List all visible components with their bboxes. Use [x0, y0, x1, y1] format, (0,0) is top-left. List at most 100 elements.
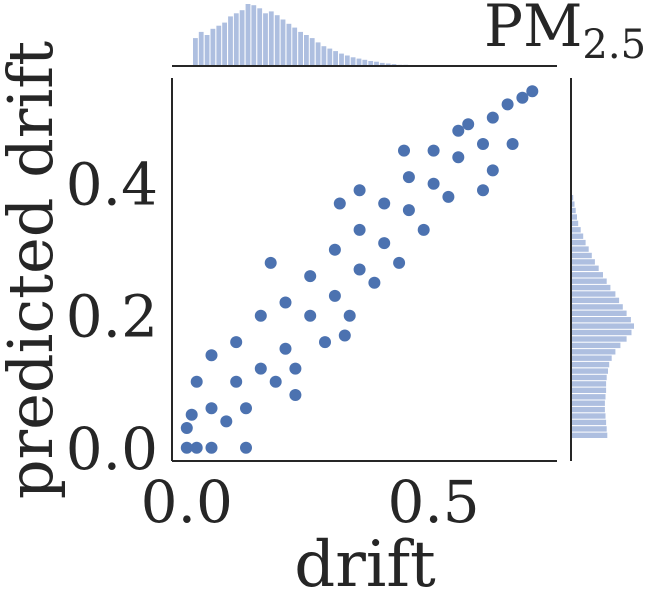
- right-hist-bar-18: [572, 310, 627, 316]
- scatter-point-42: [264, 256, 277, 269]
- x-tick-label-1: 0.5: [387, 468, 479, 536]
- scatter-point-38: [516, 91, 529, 104]
- scatter-points: [180, 85, 539, 454]
- scatter-point-39: [526, 85, 539, 98]
- right-hist-bar-9: [572, 252, 592, 259]
- scatter-point-27: [402, 204, 415, 217]
- top-marginal-histogram: [193, 4, 414, 67]
- scatter-point-2: [190, 375, 203, 388]
- top-hist-bar-32: [379, 62, 385, 66]
- scatter-point-46: [477, 184, 489, 197]
- top-hist-bar-23: [327, 48, 333, 66]
- right-hist-bar-13: [572, 278, 607, 284]
- right-hist-bar-7: [572, 239, 586, 246]
- top-hist-bar-7: [233, 13, 239, 67]
- scatter-point-35: [477, 138, 489, 150]
- scatter-point-26: [393, 256, 406, 269]
- right-hist-bar-5: [572, 227, 581, 233]
- top-hist-bar-14: [274, 15, 280, 66]
- right-hist-bar-23: [572, 342, 621, 349]
- scatter-point-5: [220, 415, 233, 428]
- scatter-point-12: [279, 342, 292, 355]
- top-hist-bar-25: [339, 53, 344, 66]
- right-hist-bar-20: [572, 323, 634, 329]
- chart-title-subscript: 2.5: [582, 22, 646, 68]
- right-hist-bar-28: [572, 374, 607, 381]
- scatter-point-40: [180, 422, 193, 434]
- scatter-point-34: [462, 118, 475, 131]
- right-hist-bar-21: [572, 329, 632, 336]
- top-hist-bar-13: [268, 11, 274, 66]
- scatter-point-20: [343, 309, 356, 322]
- scatter-point-53: [506, 138, 519, 150]
- top-hist-bar-19: [304, 35, 309, 66]
- top-hist-bar-8: [239, 10, 245, 66]
- right-hist-bar-8: [572, 246, 589, 252]
- top-hist-bar-0: [193, 38, 198, 66]
- right-hist-bar-3: [572, 214, 577, 220]
- scatter-point-19: [328, 243, 341, 256]
- scatter-point-21: [353, 263, 366, 276]
- scatter-point-36: [486, 111, 499, 124]
- top-hist-bar-11: [257, 8, 263, 67]
- right-hist-bar-14: [572, 284, 611, 291]
- scatter-point-7: [230, 336, 243, 349]
- scatter-point-9: [254, 362, 267, 375]
- scatter-point-50: [486, 164, 499, 177]
- scatter-point-30: [427, 177, 440, 190]
- top-hist-bar-3: [210, 28, 216, 66]
- scatter-point-17: [319, 336, 331, 349]
- scatter-point-1: [185, 408, 198, 421]
- scatter-point-47: [338, 329, 351, 342]
- top-hist-bar-27: [350, 57, 356, 66]
- right-hist-bar-31: [572, 394, 606, 400]
- right-hist-bar-37: [572, 432, 608, 438]
- scatter-point-6: [230, 375, 243, 388]
- y-axis-label: predicted drift: [0, 41, 67, 499]
- top-hist-bar-12: [263, 13, 268, 67]
- top-hist-bar-9: [245, 4, 251, 66]
- right-hist-bar-1: [572, 201, 575, 207]
- scatter-point-33: [452, 151, 465, 164]
- scatter-point-0: [180, 441, 193, 454]
- scatter-point-41: [190, 441, 203, 454]
- right-hist-bar-12: [572, 272, 603, 278]
- top-hist-bar-16: [286, 23, 292, 66]
- right-hist-bar-27: [572, 368, 608, 374]
- right-hist-bar-17: [572, 304, 623, 310]
- top-hist-bar-26: [344, 55, 350, 66]
- right-hist-bar-4: [572, 220, 579, 227]
- top-hist-bar-5: [222, 22, 227, 67]
- right-hist-bar-35: [572, 419, 607, 426]
- top-hist-bar-33: [385, 63, 391, 66]
- right-hist-bar-22: [572, 336, 627, 342]
- right-marginal-histogram: [572, 195, 634, 438]
- scatter-point-18: [328, 289, 341, 302]
- scatter-point-22: [353, 223, 366, 236]
- scatter-point-45: [452, 124, 465, 137]
- scatter-point-32: [442, 190, 455, 203]
- right-hist-bar-6: [572, 233, 584, 239]
- scatter-point-31: [427, 144, 440, 157]
- chart-title: PM2.5: [484, 0, 646, 68]
- scatter-point-25: [378, 197, 391, 210]
- right-hist-bar-16: [572, 297, 620, 304]
- scatter-point-11: [269, 375, 282, 388]
- right-hist-bar-11: [572, 265, 599, 271]
- right-hist-bar-19: [572, 317, 631, 323]
- top-hist-bar-18: [298, 31, 303, 66]
- scatter-point-4: [205, 402, 218, 415]
- scatter-point-44: [398, 144, 410, 157]
- scatter-point-48: [289, 389, 302, 401]
- top-hist-bar-6: [228, 16, 233, 66]
- scatter-point-15: [304, 309, 317, 322]
- right-hist-bar-29: [572, 381, 607, 387]
- y-tick-label-0: 0.0: [66, 415, 158, 483]
- top-hist-bar-4: [216, 25, 222, 66]
- top-hist-bar-22: [321, 46, 327, 66]
- top-hist-bar-15: [280, 19, 286, 66]
- right-hist-bar-26: [572, 361, 610, 368]
- top-hist-bar-29: [362, 59, 368, 66]
- top-hist-bar-31: [374, 61, 379, 66]
